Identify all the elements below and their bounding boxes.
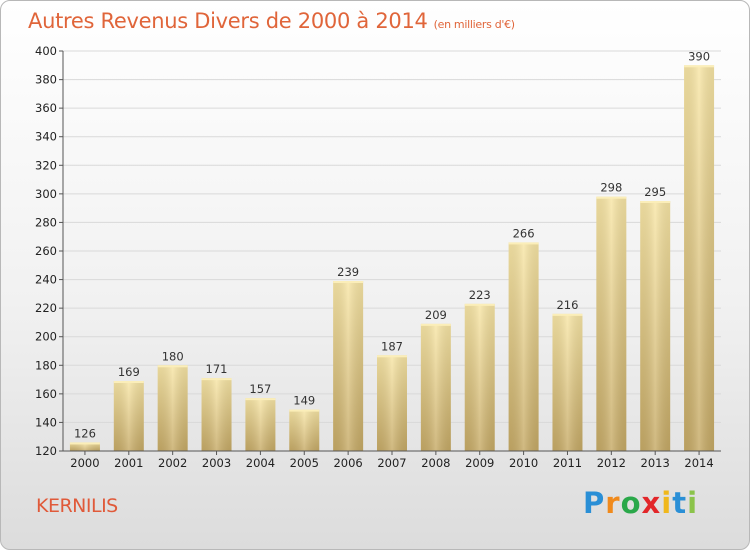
bar-shine: [377, 355, 407, 451]
y-tick-label: 120: [35, 444, 57, 458]
data-label: 390: [688, 49, 710, 63]
x-tick-label: 2004: [246, 456, 275, 470]
x-tick-label: 2014: [684, 456, 713, 470]
y-tick-label: 380: [35, 73, 57, 87]
bar-shine: [245, 398, 276, 451]
y-tick-label: 300: [35, 187, 57, 201]
chart-title-text: Autres Revenus Divers de 2000 à 2014: [28, 9, 428, 33]
data-label: 209: [425, 308, 447, 322]
bar-shine: [289, 409, 320, 451]
data-label: 171: [206, 362, 228, 376]
x-tick-label: 2012: [597, 456, 626, 470]
x-tick-label: 2011: [553, 456, 582, 470]
x-tick-label: 2007: [377, 456, 406, 470]
bar-top-edge: [113, 381, 144, 383]
x-tick-label: 2001: [114, 456, 143, 470]
bar-shine: [113, 381, 144, 451]
bar-top-edge: [245, 398, 276, 401]
bar-top-edge: [201, 378, 232, 381]
bar-top-edge: [157, 365, 188, 368]
bar-shine: [201, 378, 232, 451]
data-label: 298: [600, 181, 622, 195]
logo-letter: P: [583, 486, 606, 520]
bar-shine: [552, 313, 583, 451]
bar-shine: [684, 65, 715, 452]
bar-top-edge: [508, 242, 539, 245]
x-tick-label: 2000: [70, 456, 99, 470]
y-tick-label: 240: [35, 273, 57, 287]
y-tick-label: 280: [35, 215, 57, 229]
data-label: 169: [118, 365, 140, 379]
data-label: 266: [513, 226, 535, 240]
bar-top-edge: [552, 313, 583, 316]
x-tick-label: 2002: [158, 456, 187, 470]
bar-shine: [333, 281, 364, 451]
data-label: 180: [162, 349, 184, 363]
bar-top-edge: [640, 201, 671, 203]
bar-shine: [640, 201, 671, 451]
x-tick-label: 2008: [421, 456, 450, 470]
data-label: 187: [381, 339, 403, 353]
y-tick-label: 200: [35, 330, 57, 344]
bar-shine: [508, 242, 539, 451]
data-label: 149: [293, 394, 315, 408]
x-tick-label: 2013: [641, 456, 670, 470]
bar-top-edge: [596, 196, 627, 199]
y-tick-label: 320: [35, 158, 57, 172]
y-tick-label: 360: [35, 101, 57, 115]
y-tick-label: 140: [35, 415, 57, 429]
proxiti-logo: Proxiti: [583, 486, 698, 520]
bar-shine: [157, 365, 188, 451]
x-tick-label: 2005: [290, 456, 319, 470]
bar-top-edge: [420, 323, 451, 326]
bar-shine: [420, 323, 451, 451]
data-label: 157: [249, 382, 271, 396]
y-tick-label: 340: [35, 130, 57, 144]
data-label: 216: [556, 298, 578, 312]
bar-top-edge: [69, 442, 100, 445]
location-label: KERNILIS: [36, 495, 118, 517]
x-tick-label: 2006: [333, 456, 362, 470]
bar-top-edge: [684, 65, 715, 68]
bar-top-edge: [464, 303, 495, 306]
bar-top-edge: [289, 409, 320, 412]
y-tick-label: 260: [35, 244, 57, 258]
bar-shine: [596, 196, 627, 451]
y-tick-label: 400: [35, 44, 57, 58]
chart-title: Autres Revenus Divers de 2000 à 2014 (en …: [28, 9, 515, 33]
logo-letter: i: [661, 486, 673, 520]
bar-top-edge: [333, 281, 364, 283]
logo-letter: i: [687, 486, 699, 520]
data-label: 295: [644, 185, 666, 199]
chart-unit: (en milliers d'€): [433, 18, 515, 31]
data-label: 239: [337, 265, 359, 279]
data-label: 223: [469, 288, 491, 302]
bar-shine: [69, 442, 100, 451]
y-tick-label: 220: [35, 301, 57, 315]
bar-shine: [464, 303, 495, 451]
logo-letter: o: [620, 486, 642, 520]
y-tick-label: 160: [35, 387, 57, 401]
x-tick-label: 2003: [202, 456, 231, 470]
logo-letter: t: [672, 486, 688, 520]
bar-top-edge: [377, 355, 407, 358]
logo-letter: r: [605, 486, 621, 520]
x-tick-label: 2009: [465, 456, 494, 470]
logo-letter: x: [641, 486, 662, 520]
data-label: 126: [74, 426, 96, 440]
x-tick-label: 2010: [509, 456, 538, 470]
y-tick-label: 180: [35, 358, 57, 372]
